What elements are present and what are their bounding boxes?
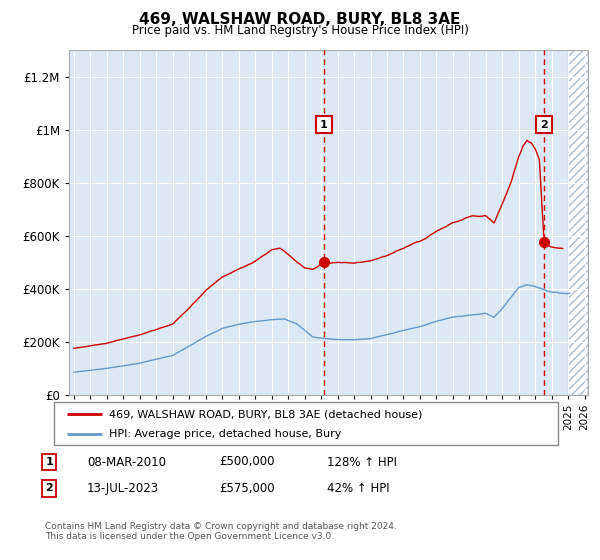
Text: Contains HM Land Registry data © Crown copyright and database right 2024.
This d: Contains HM Land Registry data © Crown c…	[45, 522, 397, 542]
Bar	[568, 50, 588, 395]
Text: 1: 1	[46, 457, 53, 467]
Text: 2: 2	[46, 483, 53, 493]
Text: Price paid vs. HM Land Registry's House Price Index (HPI): Price paid vs. HM Land Registry's House …	[131, 24, 469, 37]
Text: 128% ↑ HPI: 128% ↑ HPI	[327, 455, 397, 469]
Text: 2: 2	[540, 120, 548, 129]
Text: 469, WALSHAW ROAD, BURY, BL8 3AE: 469, WALSHAW ROAD, BURY, BL8 3AE	[139, 12, 461, 27]
Text: 08-MAR-2010: 08-MAR-2010	[87, 455, 166, 469]
Text: 469, WALSHAW ROAD, BURY, BL8 3AE (detached house): 469, WALSHAW ROAD, BURY, BL8 3AE (detach…	[109, 409, 423, 419]
Text: 1: 1	[320, 120, 328, 129]
Text: 42% ↑ HPI: 42% ↑ HPI	[327, 482, 389, 495]
Text: £500,000: £500,000	[219, 455, 275, 469]
Text: HPI: Average price, detached house, Bury: HPI: Average price, detached house, Bury	[109, 430, 342, 440]
Text: £575,000: £575,000	[219, 482, 275, 495]
Text: 13-JUL-2023: 13-JUL-2023	[87, 482, 159, 495]
